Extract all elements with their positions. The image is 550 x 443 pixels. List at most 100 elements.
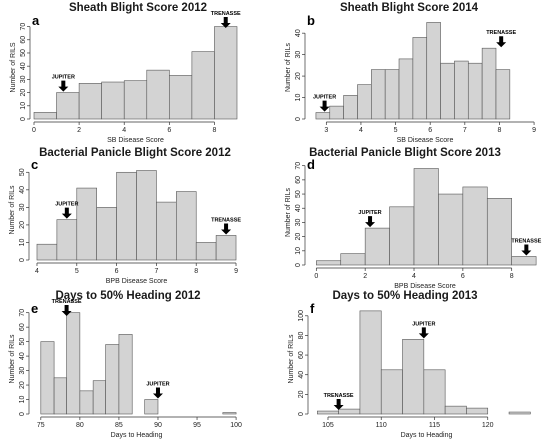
histogram-bar [79, 390, 94, 415]
panel-letter: f [310, 301, 315, 316]
x-tick-label: 8 [510, 273, 514, 280]
x-tick-label: 2 [363, 273, 367, 280]
chart-panel-a: Sheath Blight Score 2012 a 0 2 4 6 8 SB Disease… [10, 2, 241, 144]
x-axis-label: SB Disease Score [397, 137, 454, 144]
histogram-bar [78, 83, 102, 120]
histogram-bar [481, 47, 497, 120]
histogram-bar [402, 339, 425, 415]
y-tick-label: 10 [20, 102, 27, 110]
x-tick-label: 110 [376, 422, 387, 429]
arrow-down-icon [61, 207, 72, 219]
parent-marker-jupiter: JUPITER [55, 202, 78, 219]
parent-marker-jupiter: JUPITER [358, 210, 382, 228]
x-axis-label: BPB Disease Score [394, 283, 456, 290]
chart-title: Bacterial Panicle Blight Score 2012 [39, 147, 231, 159]
histogram-bar [66, 312, 81, 415]
annotation-label: TRENASSE [511, 238, 541, 244]
x-tick-label: 105 [322, 422, 334, 429]
chart-title: Days to 50% Heading 2012 [55, 290, 200, 302]
histogram-bar [357, 84, 372, 120]
x-tick-label: 0 [314, 273, 318, 280]
y-tick-label: 60 [295, 176, 302, 184]
annotation-label: TRENASSE [211, 217, 241, 223]
x-tick-label: 115 [429, 422, 440, 429]
y-tick-label: 20 [298, 390, 305, 398]
y-tick-label: 40 [19, 186, 26, 194]
y-tick-label: 10 [295, 247, 302, 255]
x-tick-label: 120 [482, 422, 494, 429]
parent-marker-trenasse: TRENASSE [211, 11, 241, 28]
histogram-bar [96, 207, 117, 261]
histogram-bar [53, 377, 67, 415]
annotation-label: TRENASSE [486, 30, 516, 36]
parent-marker-jupiter: JUPITER [313, 95, 336, 112]
x-tick-label: 7 [154, 268, 158, 275]
x-tick-label: 6 [167, 127, 171, 134]
histogram-bar [315, 112, 331, 120]
y-tick-label: 50 [19, 338, 26, 346]
histogram-bar [56, 219, 78, 261]
histogram-bar [329, 105, 344, 120]
y-tick-label: 0 [19, 412, 26, 416]
y-tick-label: 10 [19, 238, 26, 246]
parent-marker-jupiter: JUPITER [412, 321, 435, 339]
x-tick-label: 6 [461, 273, 465, 280]
annotation-label: TRENASSE [324, 393, 354, 399]
arrow-down-icon [496, 36, 507, 48]
x-tick-label: 3 [324, 127, 328, 134]
x-tick-label: 5 [75, 268, 79, 275]
y-tick-label: 0 [19, 258, 26, 262]
panel-letter: e [31, 301, 38, 316]
arrow-down-icon [61, 305, 72, 316]
y-axis-label: Number of RILs [285, 42, 292, 92]
histogram-bar [56, 92, 80, 120]
histogram-bar [33, 112, 57, 120]
y-tick-label: 0 [298, 412, 305, 416]
histogram-bar [380, 369, 403, 415]
y-axis-label: Number of RILS [10, 42, 17, 93]
histogram-bar [176, 191, 197, 261]
y-tick-label: 40 [295, 204, 302, 212]
y-tick-label: 30 [295, 218, 302, 226]
histogram-bar [466, 407, 489, 415]
y-axis-label: Number of RILs [9, 334, 16, 384]
histogram-bar [364, 227, 390, 266]
histogram-bar [123, 80, 148, 120]
x-tick-label: 6 [115, 268, 119, 275]
x-axis-label: Days to Heading [401, 432, 453, 439]
annotation-label: JUPITER [146, 382, 169, 388]
x-axis-label: Days to Heading [111, 432, 163, 439]
histogram-bar [36, 243, 58, 261]
y-tick-label: 60 [19, 323, 26, 331]
histogram-bar [462, 186, 488, 266]
histogram-bar [511, 256, 537, 266]
x-tick-label: 8 [212, 127, 216, 134]
x-tick-label: 2 [77, 127, 81, 134]
arrow-down-icon [365, 216, 376, 228]
panel-letter: c [31, 157, 38, 172]
histogram-bar [426, 22, 441, 120]
histogram-bar [389, 206, 415, 266]
y-tick-label: 60 [298, 351, 305, 359]
x-tick-label: 8 [194, 268, 198, 275]
histogram-bar [92, 380, 106, 415]
histogram-bar [495, 69, 511, 120]
y-tick-label: 20 [19, 221, 26, 229]
annotation-label: JUPITER [412, 321, 435, 327]
y-tick-label: 20 [19, 381, 26, 389]
y-tick-label: 60 [20, 36, 27, 44]
x-axis-label: SB Disease Score [107, 137, 164, 144]
y-tick-label: 50 [19, 168, 26, 176]
x-tick-label: 7 [463, 127, 467, 134]
histogram-bar [195, 242, 217, 261]
histogram-bar [384, 69, 400, 120]
annotation-label: JUPITER [52, 75, 75, 81]
parent-marker-jupiter: JUPITER [146, 382, 170, 399]
annotation-label: JUPITER [313, 95, 336, 101]
x-tick-label: 90 [154, 422, 162, 429]
x-tick-label: 6 [428, 127, 432, 134]
y-tick-label: 20 [295, 233, 302, 241]
